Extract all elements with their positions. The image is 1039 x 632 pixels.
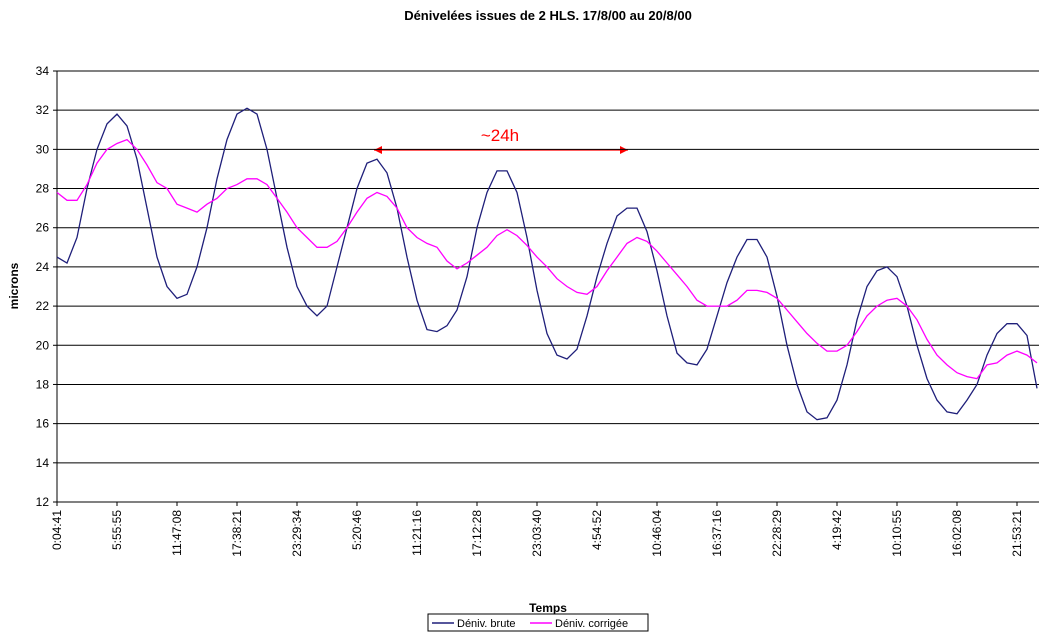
legend-label: Déniv. corrigée	[555, 618, 628, 630]
y-tick-label: 34	[36, 64, 50, 78]
annotation: ~24h	[374, 126, 628, 154]
y-tick-label: 22	[36, 299, 50, 313]
x-axis-label: Temps	[529, 601, 567, 615]
y-tick-label: 24	[36, 260, 50, 274]
series-line	[56, 107, 1038, 421]
x-tick-label: 22:28:29	[770, 510, 784, 557]
y-tick-label: 18	[36, 377, 50, 391]
y-tick-label: 32	[36, 103, 50, 117]
y-tick-label: 14	[36, 456, 50, 470]
x-tick-label: 10:10:55	[890, 510, 904, 557]
y-tick-label: 28	[36, 182, 50, 196]
x-tick-label: 16:02:08	[950, 510, 964, 557]
x-tick-label: 23:29:34	[290, 510, 304, 557]
x-tick-label: 17:38:21	[230, 510, 244, 557]
x-tick-label: 11:21:16	[410, 510, 424, 556]
x-tick-label: 5:55:55	[110, 510, 124, 550]
annotation-text: ~24h	[481, 126, 519, 145]
x-tick-label: 10:46:04	[650, 510, 664, 557]
x-tick-label: 5:20:46	[350, 510, 364, 550]
y-tick-label: 12	[36, 495, 50, 509]
x-tick-label: 16:37:16	[710, 510, 724, 557]
y-tick-label: 26	[36, 221, 50, 235]
series-line	[56, 138, 1038, 380]
legend-label: Déniv. brute	[457, 618, 516, 630]
y-tick-label: 16	[36, 417, 50, 431]
x-tick-label: 11:47:08	[170, 510, 184, 556]
y-axis-label: microns	[7, 262, 21, 309]
x-tick-label: 23:03:40	[530, 510, 544, 557]
y-tick-label: 20	[36, 338, 50, 352]
y-tick-label: 30	[36, 142, 50, 156]
x-tick-label: 21:53:21	[1010, 510, 1024, 557]
x-tick-label: 0:04:41	[50, 510, 64, 550]
chart-title: Dénivelées issues de 2 HLS. 17/8/00 au 2…	[404, 8, 692, 23]
x-tick-label: 4:19:42	[830, 510, 844, 550]
x-tick-label: 17:12:28	[470, 510, 484, 557]
x-tick-label: 4:54:52	[590, 510, 604, 550]
